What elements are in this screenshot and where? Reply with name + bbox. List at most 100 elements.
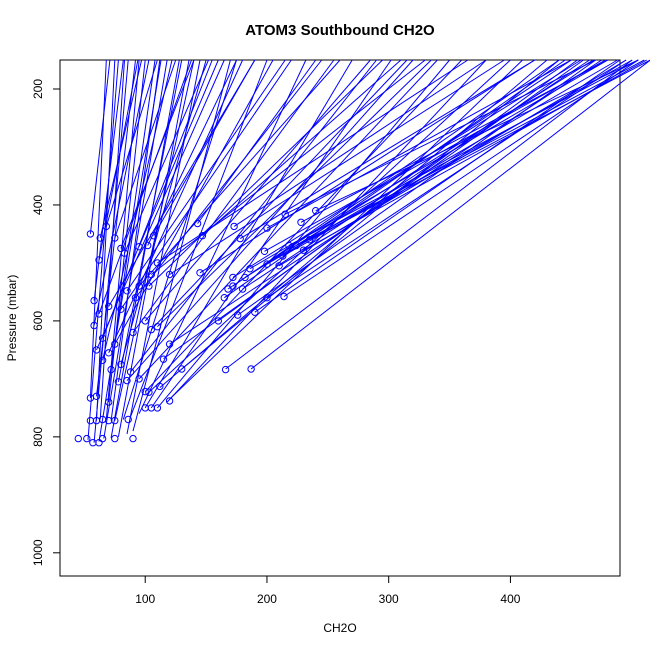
profile-line-24 [138, 59, 438, 380]
data-point-24 [159, 355, 168, 363]
profile-line-32 [218, 59, 578, 322]
profile-line-92 [114, 59, 177, 239]
data-point-56 [123, 287, 131, 295]
profile-line-83 [239, 59, 536, 240]
data-point-72 [292, 241, 300, 250]
profile-line-61 [148, 59, 383, 287]
profile-line-49 [102, 59, 213, 339]
data-point-71 [285, 241, 293, 250]
y-tick-label-800: 800 [31, 427, 45, 447]
data-point-0 [74, 434, 83, 443]
data-point-78 [263, 224, 271, 232]
data-point-67 [263, 260, 271, 268]
profile-line-3 [103, 59, 168, 439]
y-tick-label-600: 600 [31, 311, 45, 331]
data-point-86 [117, 244, 125, 253]
profile-line-78 [309, 59, 650, 241]
profile-line-52 [150, 59, 408, 330]
data-point-64 [229, 273, 237, 282]
data-point-52 [105, 302, 113, 311]
data-point-28 [214, 317, 223, 325]
data-point-1 [83, 434, 91, 443]
profile-line-65 [199, 59, 536, 274]
y-axis: 200 400 600 800 1000 [31, 79, 60, 566]
profile-line-79 [300, 59, 609, 223]
profile-line-70 [249, 59, 609, 270]
data-point-70 [279, 252, 287, 260]
y-tick-label-1000: 1000 [31, 539, 45, 566]
profile-line-80 [315, 59, 639, 212]
profile-line-46 [108, 59, 244, 354]
data-point-46 [129, 328, 137, 337]
data-point-37 [105, 398, 113, 406]
data-point-2 [89, 439, 97, 447]
data-point-90 [96, 234, 104, 242]
data-point-88 [111, 234, 119, 242]
data-point-69 [260, 247, 269, 256]
data-point-36 [92, 392, 101, 400]
y-tick-label-200: 200 [31, 79, 45, 99]
data-point-26 [221, 365, 230, 374]
data-point-57 [145, 282, 153, 290]
profile-line-95 [98, 59, 139, 261]
data-point-93 [86, 230, 95, 238]
data-point-6 [129, 434, 137, 443]
profile-line-25 [130, 59, 377, 373]
data-point-23 [178, 365, 186, 373]
data-point-18 [135, 375, 143, 383]
data-point-21 [145, 388, 153, 396]
profile-line-85 [202, 59, 402, 237]
data-point-83 [150, 232, 158, 240]
profile-line-12 [114, 59, 195, 421]
profile-line-90 [120, 59, 195, 249]
data-point-48 [147, 325, 156, 334]
profile-line-18 [157, 59, 450, 409]
profile-line-51 [144, 59, 371, 322]
profile-line-27 [181, 59, 560, 370]
profile-line-31 [250, 59, 650, 370]
data-point-16 [165, 397, 174, 405]
data-point-80 [230, 222, 238, 231]
data-point-84 [144, 241, 152, 250]
data-point-63 [224, 285, 232, 293]
profile-line-88 [147, 59, 237, 246]
data-point-32 [251, 308, 259, 316]
data-point-20 [141, 387, 149, 396]
data-point-22 [123, 376, 131, 385]
profile-line-97 [89, 59, 111, 234]
x-axis-label: CH2O [323, 621, 356, 635]
profile-line-55 [98, 59, 192, 315]
data-point-55 [135, 282, 143, 290]
profile-line-50 [132, 59, 335, 333]
data-point-61 [196, 269, 204, 277]
profile-line-87 [153, 59, 256, 236]
profile-line-54 [93, 59, 150, 326]
data-point-73 [299, 246, 308, 254]
profile-line-22 [144, 59, 463, 392]
data-point-31 [238, 285, 247, 293]
profile-line-4 [110, 59, 180, 439]
chart-title: ATOM3 Southbound CH2O [245, 22, 435, 39]
data-point-47 [141, 317, 149, 325]
profile-line-2 [98, 59, 162, 442]
profile-line-58 [135, 59, 323, 299]
profile-line-75 [288, 59, 639, 246]
profile-line-69 [244, 59, 594, 278]
profile-line-43 [110, 59, 156, 370]
data-point-3 [95, 439, 103, 447]
data-point-4 [98, 434, 107, 443]
data-point-79 [236, 234, 244, 243]
data-point-62 [220, 294, 229, 302]
data-point-54 [131, 294, 140, 302]
data-point-89 [102, 222, 111, 231]
profile-line-64 [169, 59, 505, 275]
profile-line-66 [224, 59, 566, 299]
profile-line-93 [105, 59, 158, 227]
profile-line-15 [138, 59, 307, 414]
x-tick-label-200: 200 [257, 592, 277, 606]
x-axis: 100 200 300 400 [135, 576, 521, 606]
data-point-82 [193, 219, 202, 228]
data-point-76 [312, 207, 320, 215]
